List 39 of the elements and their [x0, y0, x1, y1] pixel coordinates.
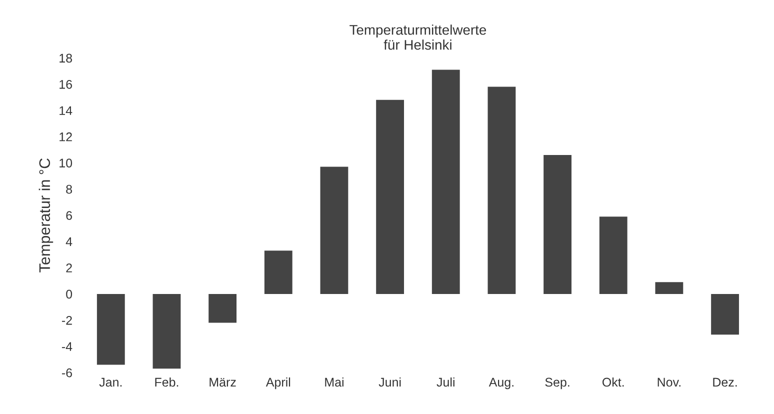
y-tick-label: -6: [62, 368, 72, 378]
bar: [711, 294, 739, 335]
y-tick-label: 12: [60, 132, 72, 142]
y-tick-label: 18: [60, 54, 72, 63]
y-tick-label: 6: [66, 211, 72, 220]
bar: [208, 294, 237, 323]
y-tick-label: 4: [66, 237, 72, 246]
x-tick-label: Juni: [378, 377, 401, 387]
bar: [96, 294, 125, 365]
x-tick-label: Sep.: [545, 378, 570, 390]
x-tick-label: Feb.: [155, 377, 178, 387]
x-tick-label: Okt.: [602, 377, 624, 387]
bar: [655, 282, 684, 294]
y-tick-label: 16: [60, 80, 72, 89]
x-tick-label: April: [266, 377, 290, 390]
y-tick-label: 10: [60, 158, 72, 168]
bar: [376, 100, 404, 294]
bar: [544, 154, 572, 294]
bar: [264, 250, 292, 294]
y-tick-label: 14: [60, 106, 72, 115]
bar: [488, 86, 516, 294]
x-tick-label: Mai: [325, 377, 344, 387]
bar: [432, 70, 460, 294]
bar: [599, 216, 628, 294]
x-tick-label: Nov.: [658, 378, 680, 387]
y-tick-label: 0: [66, 290, 72, 299]
y-tick-label: -4: [62, 342, 72, 351]
y-tick-label: -2: [62, 316, 72, 325]
x-tick-label: Aug.: [488, 378, 514, 390]
x-tick-label: Jan.: [99, 378, 122, 387]
bar: [152, 294, 181, 369]
y-tick-label: 2: [66, 264, 72, 272]
x-tick-label: Dez.: [713, 378, 737, 387]
y-tick-label: 8: [66, 184, 72, 194]
x-tick-label: Juli: [436, 377, 454, 387]
y-axis-title: Temperatur in °C: [38, 158, 54, 272]
bar: [320, 166, 348, 294]
chart-title: Temperaturmittelwerte für Helsinki: [350, 24, 486, 50]
x-tick-label: März: [210, 378, 236, 387]
